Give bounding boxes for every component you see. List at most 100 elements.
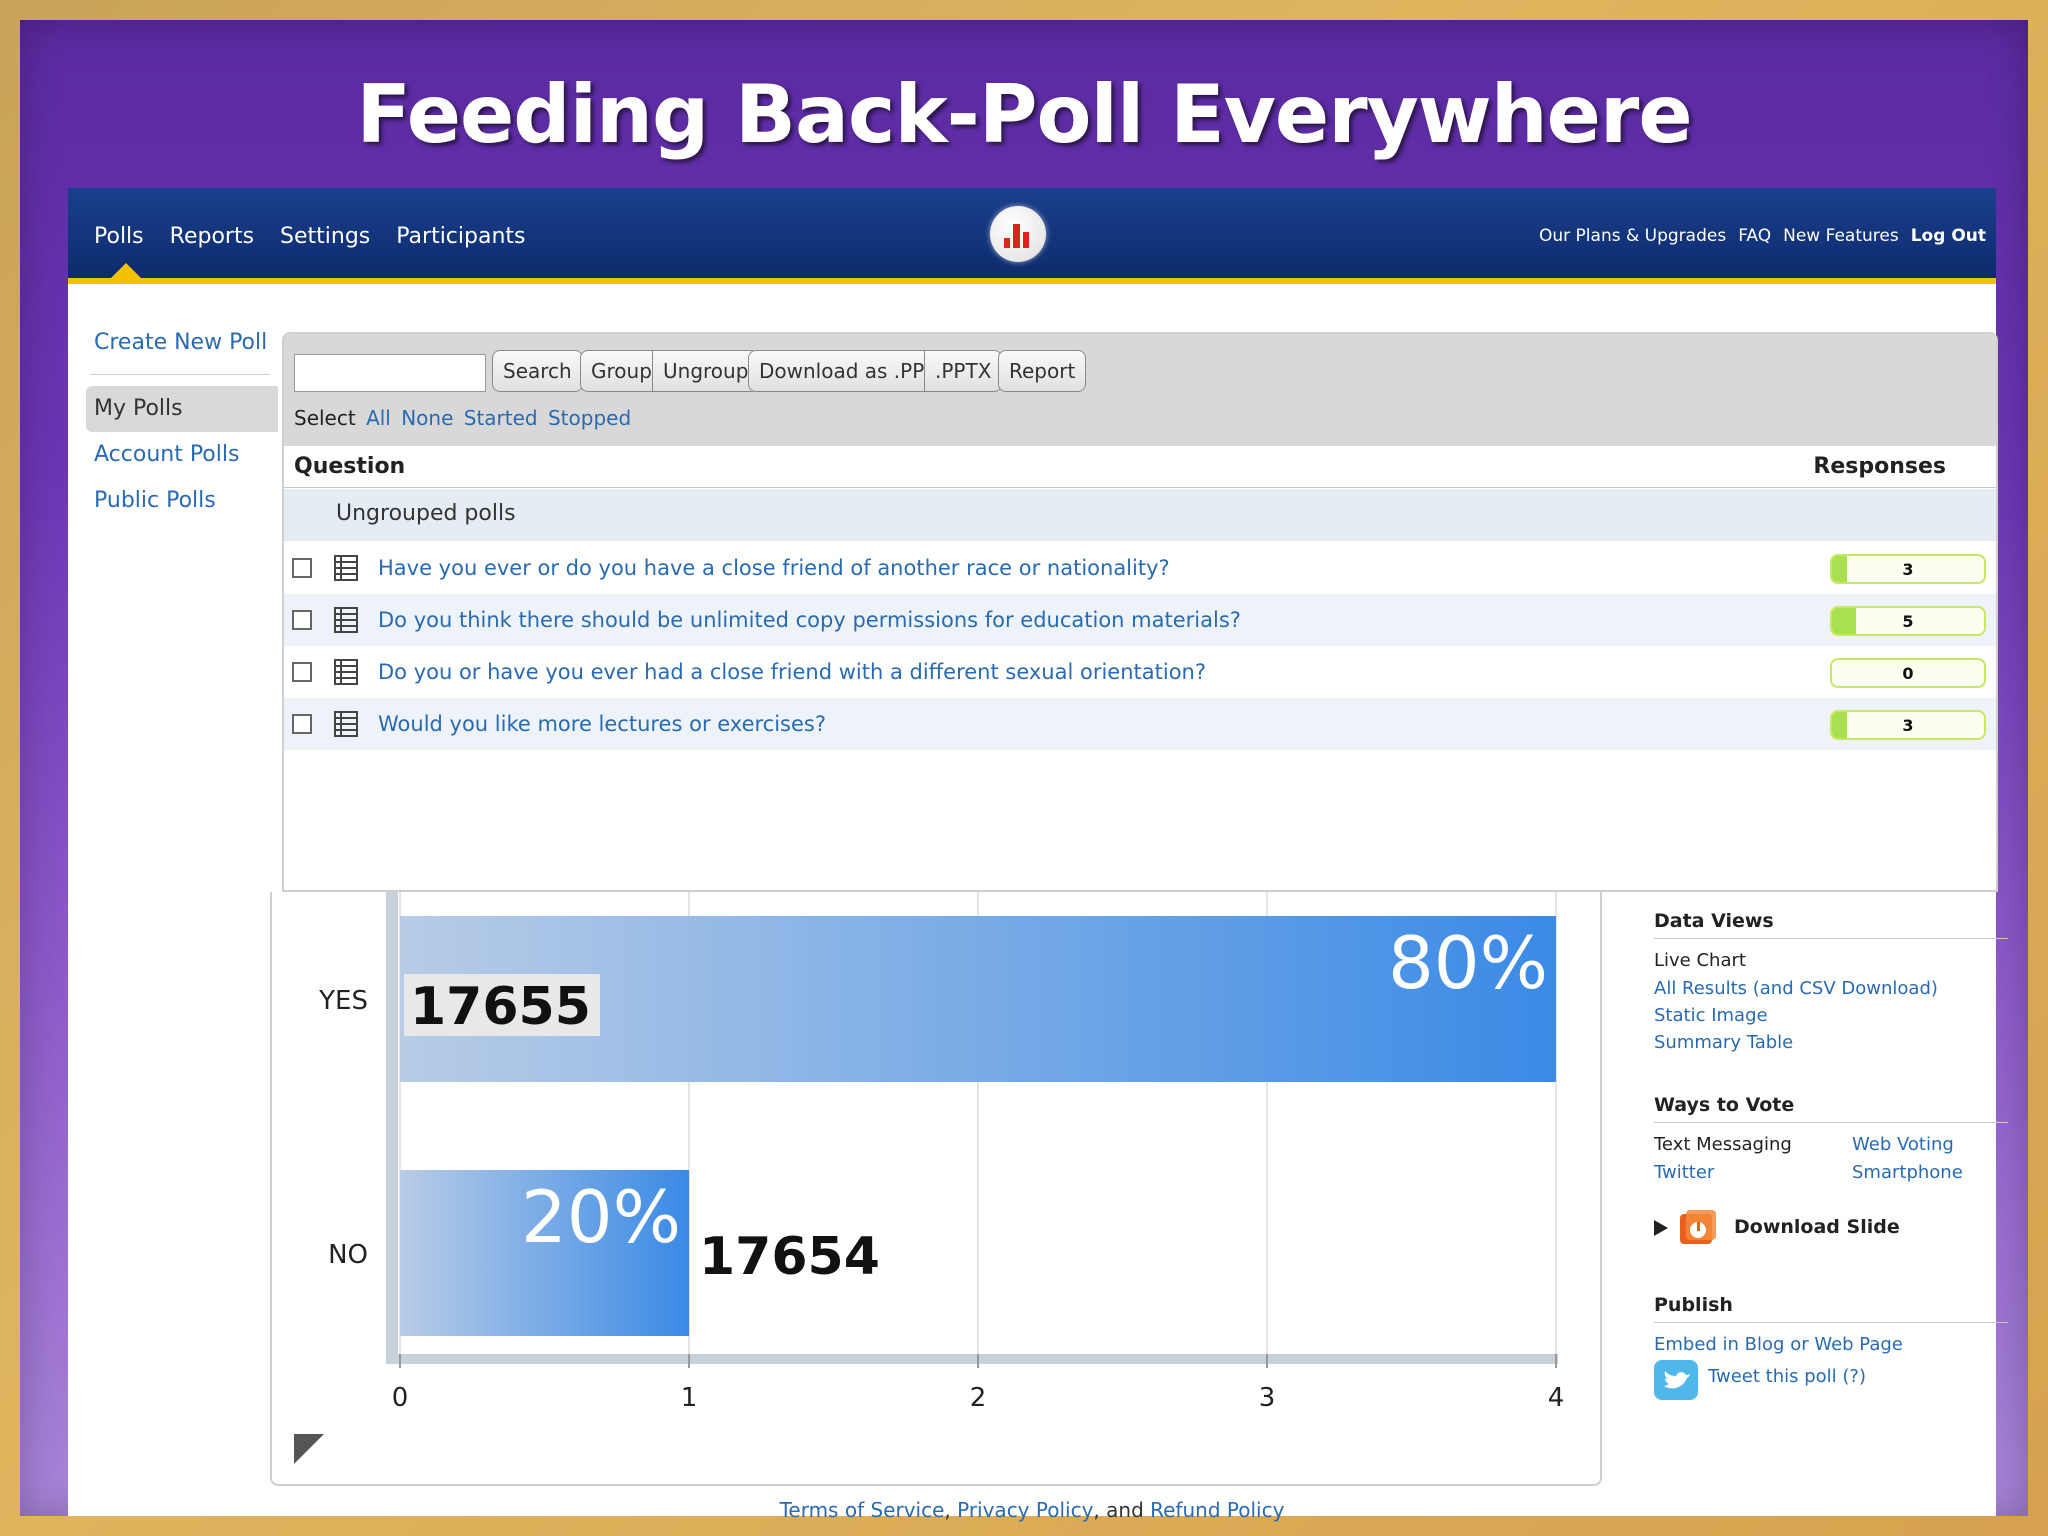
poll-question-link[interactable]: Would you like more lectures or exercise…	[378, 712, 827, 736]
nav-polls[interactable]: Polls	[94, 223, 144, 249]
web-voting-link[interactable]: Web Voting	[1852, 1134, 1954, 1155]
privacy-link[interactable]: Privacy Policy	[957, 1498, 1094, 1522]
top-nav: Polls Reports Settings Participants Our …	[68, 188, 1996, 284]
footer-links: Terms of Service, Privacy Policy, and Re…	[68, 1498, 1996, 1522]
x-tick-label: 1	[681, 1383, 698, 1413]
static-image-link[interactable]: Static Image	[1654, 1005, 1768, 1026]
response-count: 3	[1902, 716, 1914, 735]
divider	[1654, 1122, 2008, 1123]
poll-everywhere-logo-icon[interactable]	[990, 206, 1046, 262]
column-header-question[interactable]: Question	[294, 454, 406, 479]
terms-link[interactable]: Terms of Service	[779, 1498, 945, 1522]
response-count: 5	[1902, 612, 1914, 631]
embed-link[interactable]: Embed in Blog or Web Page	[1654, 1334, 1903, 1355]
count-label-background	[404, 974, 600, 1036]
percent-label: 20%	[521, 1175, 681, 1259]
poll-table-header: Question Responses	[284, 446, 1996, 488]
report-button[interactable]: Report	[998, 350, 1087, 392]
nav-account-links: Our Plans & Upgrades FAQ New Features Lo…	[1539, 188, 1986, 284]
response-fill	[1832, 556, 1848, 582]
nav-log-out[interactable]: Log Out	[1910, 226, 1986, 246]
poll-toolbar: Search Group Ungroup Download as .PPT .P…	[284, 334, 1996, 446]
nav-plans-upgrades[interactable]: Our Plans & Upgrades	[1539, 226, 1727, 246]
row-checkbox[interactable]	[292, 714, 312, 734]
bar-chart-logo-icon	[1004, 224, 1029, 248]
expand-triangle-icon	[1654, 1220, 1668, 1236]
x-tick-label: 3	[1259, 1383, 1276, 1413]
divider	[1654, 1322, 2008, 1323]
poll-list-icon	[334, 555, 358, 581]
row-checkbox[interactable]	[292, 610, 312, 630]
twitter-link[interactable]: Twitter	[1654, 1162, 1715, 1183]
row-checkbox[interactable]	[292, 662, 312, 682]
poll-question-link[interactable]: Do you or have you ever had a close frie…	[378, 660, 1207, 684]
nav-faq[interactable]: FAQ	[1738, 226, 1772, 246]
table-row[interactable]: Do you think there should be unlimited c…	[284, 594, 1996, 646]
column-header-responses[interactable]: Responses	[1813, 454, 1946, 479]
download-ppt-button[interactable]: Download as .PPT	[748, 350, 948, 392]
sidebar-create-new-poll[interactable]: Create New Poll	[94, 330, 268, 355]
sidebar-item-account-polls[interactable]: Account Polls	[94, 442, 240, 467]
all-results-link[interactable]: All Results (and CSV Download)	[1654, 978, 1938, 999]
poll-list-icon	[334, 659, 358, 685]
nav-settings[interactable]: Settings	[280, 223, 371, 249]
slide-title: Feeding Back-Poll Everywhere	[356, 68, 1692, 161]
sidebar-item-my-polls[interactable]: My Polls	[86, 386, 278, 432]
select-none-link[interactable]: None	[401, 406, 454, 430]
ungroup-button[interactable]: Ungroup	[652, 350, 760, 392]
category-label: NO	[328, 1240, 368, 1270]
nav-new-features[interactable]: New Features	[1783, 226, 1899, 246]
resize-handle-icon[interactable]	[294, 1434, 324, 1464]
nav-participants[interactable]: Participants	[396, 223, 526, 249]
category-label: YES	[318, 986, 368, 1016]
download-pptx-button[interactable]: .PPTX	[924, 350, 1003, 392]
slide-background: Feeding Back-Poll Everywhere Polls Repor…	[20, 20, 2028, 1522]
text-messaging-label: Text Messaging	[1654, 1134, 1792, 1155]
results-bar-chart: 0 1 2 3 4 YES 80% 17655 NO 20% 17654	[318, 892, 1565, 1413]
select-started-link[interactable]: Started	[463, 406, 538, 430]
refund-link[interactable]: Refund Policy	[1150, 1498, 1285, 1522]
x-tick-label: 0	[392, 1383, 409, 1413]
search-button[interactable]: Search	[492, 350, 583, 392]
group-label: Ungrouped polls	[336, 501, 516, 526]
poll-list-icon	[334, 711, 358, 737]
search-input[interactable]	[294, 354, 486, 392]
sidebar-item-label: My Polls	[94, 396, 183, 421]
row-checkbox[interactable]	[292, 558, 312, 578]
table-row[interactable]: Would you like more lectures or exercise…	[284, 698, 1996, 750]
download-slide-button[interactable]: Download Slide	[1654, 1208, 1954, 1248]
live-chart-label: Live Chart	[1654, 950, 1746, 971]
data-views-heading: Data Views	[1654, 910, 1774, 932]
smartphone-link[interactable]: Smartphone	[1852, 1162, 1963, 1183]
bar-no	[400, 1170, 689, 1336]
percent-label: 80%	[1388, 921, 1548, 1005]
nav-main-links: Polls Reports Settings Participants	[94, 188, 526, 284]
select-label: Select	[294, 406, 356, 430]
sidebar-divider	[90, 374, 270, 375]
publish-heading: Publish	[1654, 1294, 1733, 1316]
response-fill	[1832, 712, 1848, 738]
select-all-link[interactable]: All	[366, 406, 391, 430]
twitter-bird-icon	[1654, 1360, 1698, 1400]
poll-question-link[interactable]: Have you ever or do you have a close fri…	[378, 556, 1170, 580]
poll-group-row[interactable]: Ungrouped polls	[284, 489, 1996, 541]
poll-question-link[interactable]: Do you think there should be unlimited c…	[378, 608, 1241, 632]
response-count-bar: 0	[1830, 658, 1986, 688]
select-filter-row: Select All None Started Stopped	[294, 406, 631, 430]
sidebar-item-public-polls[interactable]: Public Polls	[94, 488, 216, 513]
response-count-bar: 3	[1830, 710, 1986, 740]
response-count-bar: 3	[1830, 554, 1986, 584]
response-count: 3	[1902, 560, 1914, 579]
ways-to-vote-heading: Ways to Vote	[1654, 1094, 1795, 1116]
nav-reports[interactable]: Reports	[169, 223, 255, 249]
x-tick-label: 2	[970, 1383, 987, 1413]
table-row[interactable]: Do you or have you ever had a close frie…	[284, 646, 1996, 698]
tweet-poll-link[interactable]: Tweet this poll (?)	[1708, 1366, 1866, 1387]
summary-table-link[interactable]: Summary Table	[1654, 1032, 1794, 1053]
count-label: 17655	[410, 977, 591, 1037]
select-stopped-link[interactable]: Stopped	[547, 406, 632, 430]
table-row[interactable]: Have you ever or do you have a close fri…	[284, 542, 1996, 594]
group-button[interactable]: Group	[580, 350, 663, 392]
x-tick-label: 4	[1548, 1383, 1565, 1413]
active-nav-caret-icon	[110, 263, 142, 279]
